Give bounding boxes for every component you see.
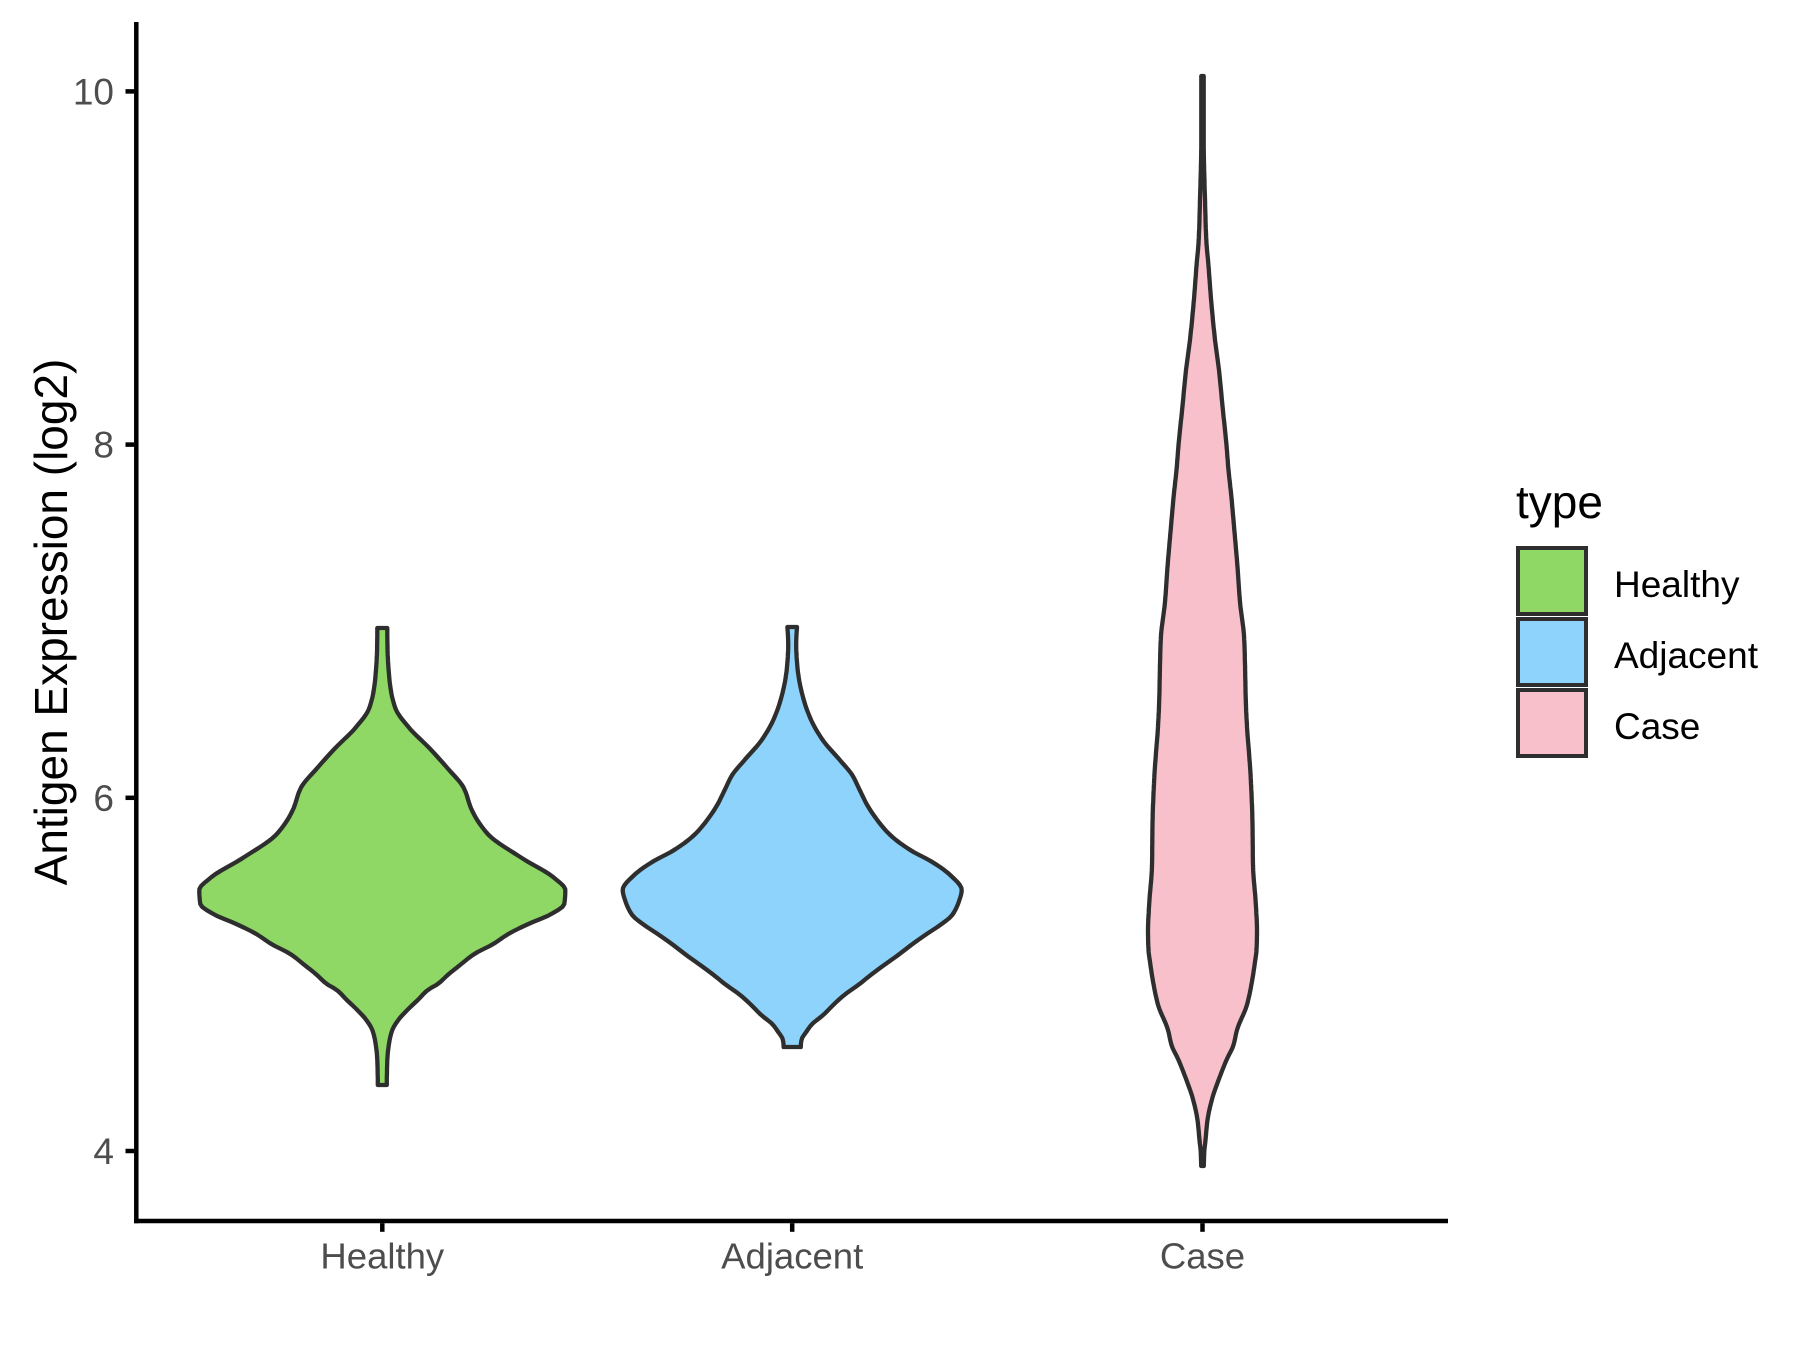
svg-text:6: 6	[93, 778, 114, 819]
svg-text:4: 4	[93, 1131, 114, 1172]
svg-text:8: 8	[93, 425, 114, 466]
svg-text:Adjacent: Adjacent	[721, 1236, 863, 1277]
svg-text:Healthy: Healthy	[320, 1236, 445, 1277]
svg-text:Antigen Expression (log2): Antigen Expression (log2)	[25, 359, 77, 886]
svg-text:type: type	[1516, 476, 1603, 528]
svg-text:Adjacent: Adjacent	[1614, 635, 1759, 676]
svg-text:Healthy: Healthy	[1614, 564, 1740, 605]
svg-text:Case: Case	[1160, 1236, 1245, 1277]
svg-text:10: 10	[73, 71, 114, 112]
svg-text:Case: Case	[1614, 706, 1700, 747]
